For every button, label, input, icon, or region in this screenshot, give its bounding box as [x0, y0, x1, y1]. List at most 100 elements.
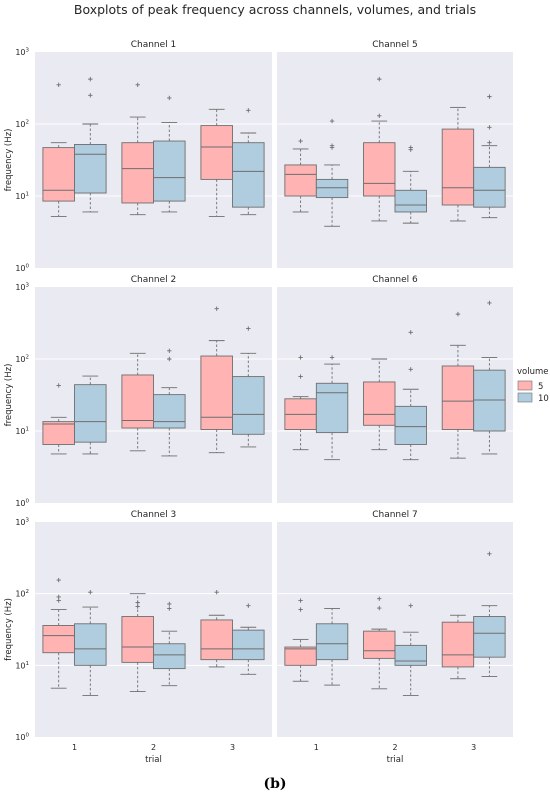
panel-3-trial-3-volume-5-flier — [214, 306, 219, 311]
y-tick-label: 103 — [15, 48, 29, 58]
panel-6-trial-3-volume-10-flier — [487, 551, 492, 556]
x-tick-label: 2 — [151, 743, 156, 752]
panel-5-trial-3-volume-5-flier — [214, 589, 219, 595]
panel-5-trial-1-volume-10-flier — [88, 589, 93, 595]
panel-2-title: Channel 5 — [372, 40, 418, 50]
panel-1-trial-3-volume-10-flier — [246, 108, 251, 113]
panel-3-trial-2-volume-10-flier — [167, 348, 172, 353]
y-tick-label: 101 — [15, 661, 29, 671]
panel-1-trial-2-volume-5-flier — [135, 82, 140, 88]
panel-6-trial-1-volume-10-box — [315, 623, 349, 661]
figure-caption: (b) — [263, 776, 287, 792]
panel-5-trial-1-volume-5-flier — [56, 598, 61, 603]
panel-1-trial-2-volume-5-box — [121, 142, 154, 204]
panel-2-trial-3-volume-10-flier — [487, 125, 492, 130]
panel-4-trial-3-volume-5-flier — [455, 311, 461, 317]
legend-label-10: 10 — [538, 394, 549, 404]
x-tick-label: 1 — [72, 743, 77, 752]
panel-2-trial-1-volume-10-box — [315, 178, 349, 199]
panel-2-trial-2-volume-5-flier — [377, 113, 382, 118]
panel-5-trial-2-volume-10-box — [153, 643, 186, 670]
panel-4-trial-2-volume-10-box — [394, 405, 427, 445]
panel-4-trial-2-volume-10-flier — [408, 330, 413, 335]
panel-2-trial-2-volume-5-flier — [377, 76, 382, 82]
panel-2-trial-1-volume-10-flier — [329, 118, 335, 124]
panel-2-trial-3-volume-10-flier — [487, 140, 492, 145]
panel-3-trial-2-volume-10-box — [153, 394, 186, 429]
panel-1-trial-1-volume-10-flier — [88, 93, 93, 98]
legend-swatch-10 — [517, 392, 533, 403]
panel-6-trial-3-volume-5-box — [441, 621, 475, 668]
panel-4-trial-1-volume-5-flier — [298, 355, 303, 360]
panel-3-trial-1-volume-5-flier — [56, 383, 61, 388]
legend-swatch-5 — [517, 380, 533, 391]
panel-3-trial-1-volume-5-box — [42, 421, 75, 445]
panel-4-trial-3-volume-10-flier — [487, 300, 492, 306]
panel-6-trial-2-volume-10-box — [394, 644, 427, 666]
panel-5-trial-2-volume-5-box — [121, 616, 154, 663]
y-tick-label: 102 — [15, 120, 29, 130]
panel-5-trial-3-volume-5-box — [200, 619, 233, 661]
y-tick-label: 101 — [15, 192, 29, 202]
panel-6-trial-2-volume-5-flier — [377, 596, 382, 601]
panel-3-trial-3-volume-5-box — [200, 355, 233, 430]
panel-6-trial-2-volume-5-box — [363, 630, 396, 659]
legend-title: volume — [517, 367, 549, 377]
panel-5-trial-1-volume-5-box — [42, 625, 75, 654]
panel-2-trial-3-volume-10-flier — [487, 94, 492, 99]
figure-title: Boxplots of peak frequency across channe… — [73, 2, 477, 17]
panel-1-trial-1-volume-10-flier — [88, 76, 93, 82]
panel-1-trial-2-volume-10-box — [153, 140, 186, 202]
panel-2-trial-2-volume-10-flier — [408, 147, 413, 152]
y-tick-label: 100 — [15, 733, 29, 743]
panel-1-trial-3-volume-5-box — [200, 125, 233, 180]
panel-2-trial-3-volume-10-box — [473, 166, 506, 208]
panel-1-trial-1-volume-5-box — [42, 147, 75, 202]
panel-4-trial-3-volume-5-box — [441, 365, 475, 430]
panel-5-trial-3-volume-10-flier — [246, 603, 251, 608]
panel-3-trial-3-volume-10-box — [232, 376, 265, 435]
panel-4-trial-1-volume-10-flier — [329, 355, 335, 360]
y-axis-label: frequency (Hz) — [4, 129, 14, 192]
panel-5-trial-1-volume-5-flier — [56, 577, 61, 583]
panel-5-trial-2-volume-5-flier — [135, 600, 140, 605]
panel-5-trial-3-volume-10-box — [232, 629, 265, 661]
panel-2-trial-2-volume-10-box — [394, 189, 427, 213]
x-tick-label: 2 — [392, 743, 397, 752]
y-tick-label: 102 — [15, 355, 29, 365]
panel-2-trial-1-volume-10-flier — [329, 145, 335, 150]
panel-2-trial-3-volume-5-box — [441, 128, 475, 206]
y-tick-label: 102 — [15, 589, 29, 599]
panel-1-trial-1-volume-10-box — [74, 143, 107, 194]
x-tick-label: 1 — [314, 743, 319, 752]
x-axis-label: trial — [387, 755, 404, 765]
panel-2-trial-1-volume-5-flier — [298, 138, 303, 144]
panel-1-trial-2-volume-10-flier — [167, 95, 172, 101]
x-axis-label: trial — [145, 755, 162, 765]
panel-6-trial-2-volume-10-flier — [408, 603, 413, 608]
panel-6-trial-3-volume-10-box — [473, 616, 506, 658]
panel-4-trial-3-volume-10-box — [473, 369, 506, 432]
panel-4-trial-1-volume-5-flier — [298, 374, 303, 379]
y-tick-label: 103 — [15, 283, 29, 293]
panel-3-trial-2-volume-5-box — [121, 374, 154, 429]
panel-6-trial-2-volume-5-flier — [377, 605, 382, 611]
panel-4-trial-2-volume-5-box — [363, 381, 396, 426]
y-axis-label: frequency (Hz) — [4, 364, 14, 427]
panel-3-trial-2-volume-10-flier — [167, 356, 172, 362]
panel-2-trial-1-volume-5-box — [284, 164, 317, 197]
panel-4-trial-2-volume-10-flier — [408, 367, 413, 372]
panel-1-trial-1-volume-5-flier — [56, 82, 61, 88]
panel-6-trial-1-volume-5-flier — [298, 607, 303, 612]
panel-6-trial-1-volume-5-flier — [298, 598, 303, 603]
panel-3-title: Channel 2 — [131, 275, 177, 285]
legend-label-5: 5 — [538, 382, 543, 392]
panel-3-trial-1-volume-10-box — [74, 384, 107, 443]
x-tick-label: 3 — [230, 743, 235, 752]
y-tick-label: 100 — [15, 264, 29, 274]
panel-6-title: Channel 7 — [372, 510, 418, 520]
y-tick-label: 103 — [15, 518, 29, 528]
panel-5-trial-2-volume-10-flier — [167, 606, 172, 611]
panel-5-trial-2-volume-5-flier — [135, 604, 140, 609]
y-tick-label: 101 — [15, 427, 29, 437]
